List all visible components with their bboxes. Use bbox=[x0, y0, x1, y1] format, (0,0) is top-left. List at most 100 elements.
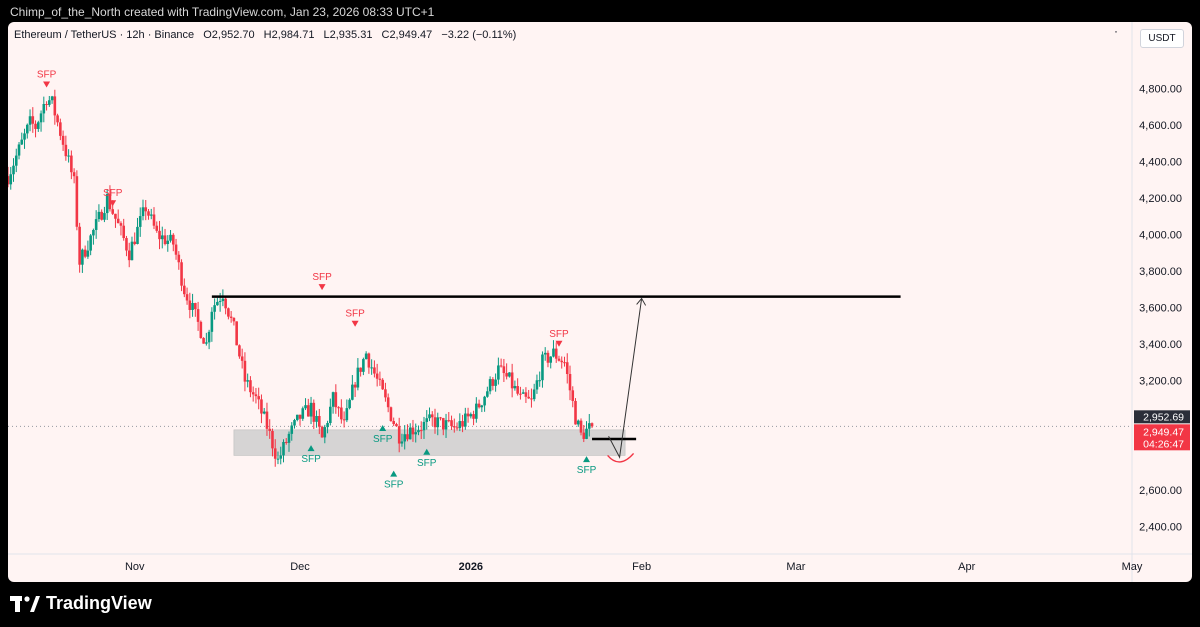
candle-body bbox=[287, 433, 291, 443]
candle-body bbox=[254, 394, 258, 397]
sfp-label: SFP bbox=[103, 188, 123, 199]
candle-body bbox=[103, 213, 106, 220]
candle-body bbox=[28, 116, 32, 125]
zone-layer bbox=[233, 429, 626, 456]
candle-body bbox=[480, 405, 484, 408]
drawing-layer bbox=[211, 295, 901, 463]
candle-body bbox=[530, 398, 533, 400]
candle-body bbox=[138, 216, 142, 227]
attribution-bar: Chimp_of_the_North created with TradingV… bbox=[0, 0, 1200, 22]
candle-body bbox=[207, 331, 211, 343]
candle-body bbox=[155, 225, 159, 231]
candle-body bbox=[334, 392, 338, 408]
candle-body bbox=[408, 427, 412, 440]
time-tick-label: Nov bbox=[125, 561, 145, 573]
candle-body bbox=[218, 301, 222, 303]
candle-body bbox=[499, 365, 503, 367]
candle-body bbox=[61, 135, 65, 145]
candle-body bbox=[351, 384, 354, 400]
candle-body bbox=[419, 430, 423, 432]
candle-body bbox=[340, 407, 343, 420]
candle-body bbox=[554, 348, 558, 359]
candle-body bbox=[362, 359, 365, 372]
candle-body bbox=[356, 367, 360, 388]
candle-body bbox=[276, 458, 280, 460]
tradingview-mark-icon bbox=[10, 595, 40, 612]
last-price-label: 2,949.47 bbox=[1143, 426, 1184, 438]
candle-body bbox=[25, 124, 29, 134]
candle-body bbox=[75, 176, 79, 227]
candle-body bbox=[160, 235, 164, 240]
attribution-text: Chimp_of_the_North created with TradingV… bbox=[10, 5, 435, 19]
candle-body bbox=[273, 448, 277, 459]
candle-body bbox=[53, 96, 57, 116]
candle-body bbox=[414, 432, 418, 435]
candle-body bbox=[345, 408, 349, 421]
candle-body bbox=[590, 423, 594, 427]
candle-body bbox=[560, 360, 564, 363]
candle-body bbox=[9, 174, 13, 185]
marker-layer: SFP SFP SFP SFP SFP SFP SFP SFP SFP SFP bbox=[37, 70, 597, 491]
candle-body bbox=[406, 434, 409, 440]
sfp-bull-arrow-icon bbox=[379, 425, 387, 432]
candle-body bbox=[17, 144, 21, 156]
time-tick-label: Mar bbox=[786, 561, 805, 573]
symbol-title[interactable]: Ethereum / TetherUS · 12h · Binance bbox=[14, 29, 195, 41]
candle-body bbox=[246, 380, 249, 382]
projection-path bbox=[608, 298, 643, 459]
candle-body bbox=[130, 241, 134, 261]
candle-body bbox=[42, 103, 46, 114]
candle-body bbox=[574, 400, 577, 425]
chart-frame[interactable]: SFP SFP SFP SFP SFP SFP SFP SFP SFP SFP 4,800.00 4… bbox=[8, 22, 1192, 582]
currency-button[interactable]: USDT bbox=[1140, 29, 1184, 48]
candle-body bbox=[136, 226, 139, 244]
candle-body bbox=[455, 427, 459, 429]
candle-body bbox=[174, 244, 178, 255]
candle-body bbox=[425, 418, 429, 422]
candle-body bbox=[100, 211, 103, 220]
sfp-bull-arrow-icon bbox=[583, 456, 591, 463]
sfp-bear-arrow-icon bbox=[43, 81, 51, 88]
candle-body bbox=[97, 211, 101, 220]
candle-body bbox=[571, 390, 575, 401]
candle-body bbox=[114, 213, 117, 219]
candle-body bbox=[169, 234, 172, 241]
candle-body bbox=[194, 303, 197, 310]
candle-body bbox=[389, 407, 393, 422]
prev-close-tag bbox=[1134, 410, 1190, 424]
candle-body bbox=[12, 165, 15, 175]
sfp-label: SFP bbox=[312, 272, 332, 283]
time-tick-label: Apr bbox=[958, 561, 975, 573]
candle-body bbox=[359, 367, 362, 372]
candle-body bbox=[488, 379, 492, 392]
candle-body bbox=[309, 402, 313, 417]
candle-body bbox=[188, 300, 192, 310]
candle-body bbox=[397, 426, 401, 444]
candle-body bbox=[56, 115, 59, 123]
candle-body bbox=[532, 389, 536, 400]
candle-body bbox=[439, 417, 442, 419]
sfp-label: SFP bbox=[345, 309, 365, 320]
candle-body bbox=[568, 373, 572, 391]
candle-body bbox=[199, 321, 203, 338]
candle-body bbox=[483, 396, 486, 406]
price-tick-label: 2,600.00 bbox=[1139, 485, 1182, 497]
candle-body bbox=[191, 303, 194, 310]
candle-body bbox=[367, 353, 371, 368]
candle-layer bbox=[8, 89, 594, 467]
candle-body bbox=[524, 392, 528, 397]
sfp-label: SFP bbox=[384, 480, 404, 491]
menu-dots-icon[interactable]: · bbox=[1114, 24, 1118, 38]
candle-body bbox=[505, 373, 508, 377]
candle-body bbox=[447, 420, 451, 422]
candle-body bbox=[364, 353, 368, 360]
candle-body bbox=[282, 441, 285, 456]
close-value: C2,949.47 bbox=[381, 29, 433, 41]
candle-body bbox=[202, 337, 205, 344]
sfp-bull-arrow-icon bbox=[423, 448, 431, 455]
candle-body bbox=[535, 380, 539, 390]
candle-body bbox=[221, 298, 225, 302]
candle-body bbox=[441, 418, 445, 430]
candle-body bbox=[235, 321, 238, 346]
